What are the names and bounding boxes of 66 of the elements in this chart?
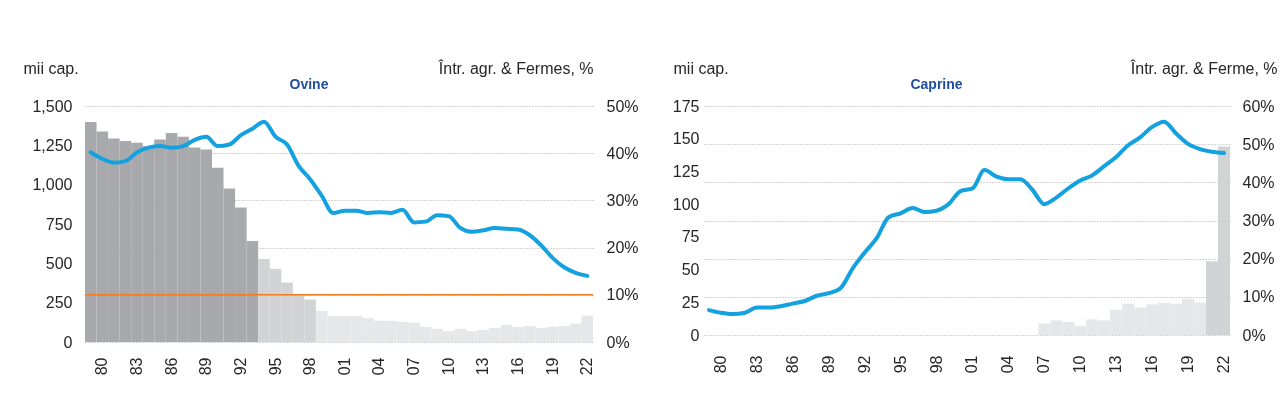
y-tick-label: 100 xyxy=(672,195,700,213)
x-tick-label: 04 xyxy=(370,357,388,376)
x-tick-label: 04 xyxy=(999,355,1017,374)
y2-tick-label: 40% xyxy=(1242,173,1275,191)
x-tick-label: 13 xyxy=(474,357,492,376)
x-tick-label: 13 xyxy=(1107,355,1125,374)
x-tick-label: 22 xyxy=(1215,355,1233,374)
y-tick-label: 150 xyxy=(672,130,700,148)
x-tick-label: 98 xyxy=(301,357,319,376)
y2-tick-label: 40% xyxy=(606,144,639,162)
x-tick-label: 83 xyxy=(127,357,145,376)
x-tick-label: 83 xyxy=(747,355,765,374)
y-tick-label: 75 xyxy=(681,228,700,246)
y2-tick-label: 30% xyxy=(1242,212,1275,229)
chart-title: Caprine xyxy=(910,76,963,92)
y-tick-label: 250 xyxy=(45,294,73,312)
y2-tick-label: 10% xyxy=(1242,288,1275,306)
y-axis-title: mii cap. xyxy=(673,59,729,77)
y-tick-label: 50 xyxy=(681,261,700,279)
y2-tick-label: 50% xyxy=(1242,135,1275,153)
y2-tick-label: 20% xyxy=(1242,250,1275,268)
y2-tick-label: 30% xyxy=(606,191,639,209)
y-tick-label: 0 xyxy=(63,333,73,351)
x-tick-label: 89 xyxy=(197,357,215,376)
line-series xyxy=(706,119,1227,317)
y2-tick-label: 0% xyxy=(1242,326,1266,344)
x-tick-label: 07 xyxy=(405,357,423,376)
y-tick-label: 500 xyxy=(45,254,73,272)
x-tick-label: 01 xyxy=(335,357,353,376)
y-tick-label: 1,000 xyxy=(32,176,73,194)
y-tick-label: 125 xyxy=(672,162,700,180)
x-tick-label: 95 xyxy=(266,357,284,376)
y2-axis-title: Într. agr. & Fermes, % xyxy=(437,58,594,77)
x-tick-label: 16 xyxy=(508,357,526,376)
x-tick-label: 01 xyxy=(963,355,981,374)
y-tick-label: 175 xyxy=(672,97,700,115)
x-tick-label: 86 xyxy=(783,355,801,374)
y2-tick-label: 10% xyxy=(606,286,639,304)
x-tick-label: 86 xyxy=(162,357,180,376)
x-tick-label: 98 xyxy=(927,355,945,374)
y2-tick-label: 50% xyxy=(606,97,639,115)
y-tick-label: 25 xyxy=(681,293,700,311)
y-tick-label: 1,250 xyxy=(32,136,73,154)
y-tick-label: 0 xyxy=(690,326,700,344)
x-tick-label: 92 xyxy=(231,357,249,376)
x-tick-label: 92 xyxy=(855,355,873,374)
y-tick-label: 1,500 xyxy=(32,97,73,115)
x-tick-label: 10 xyxy=(439,357,457,376)
y2-tick-label: 0% xyxy=(606,333,630,351)
y-axis-title: mii cap. xyxy=(23,59,79,77)
y-tick-label: 750 xyxy=(45,215,73,233)
x-tick-label: 95 xyxy=(891,355,909,374)
x-tick-label: 16 xyxy=(1143,355,1161,374)
chart-title: Ovine xyxy=(289,76,329,92)
x-tick-label: 19 xyxy=(1179,355,1197,374)
line-series xyxy=(88,119,590,278)
x-tick-label: 10 xyxy=(1071,355,1089,374)
x-tick-label: 07 xyxy=(1035,355,1053,374)
x-tick-label: 80 xyxy=(711,355,729,374)
y2-tick-label: 60% xyxy=(1242,97,1275,115)
y2-axis-title: Într. agr. & Ferme, % xyxy=(1129,58,1278,77)
x-tick-label: 22 xyxy=(578,357,596,376)
x-tick-label: 19 xyxy=(543,357,561,376)
y2-tick-label: 20% xyxy=(606,239,639,257)
x-tick-label: 80 xyxy=(93,357,111,376)
x-tick-label: 89 xyxy=(819,355,837,374)
